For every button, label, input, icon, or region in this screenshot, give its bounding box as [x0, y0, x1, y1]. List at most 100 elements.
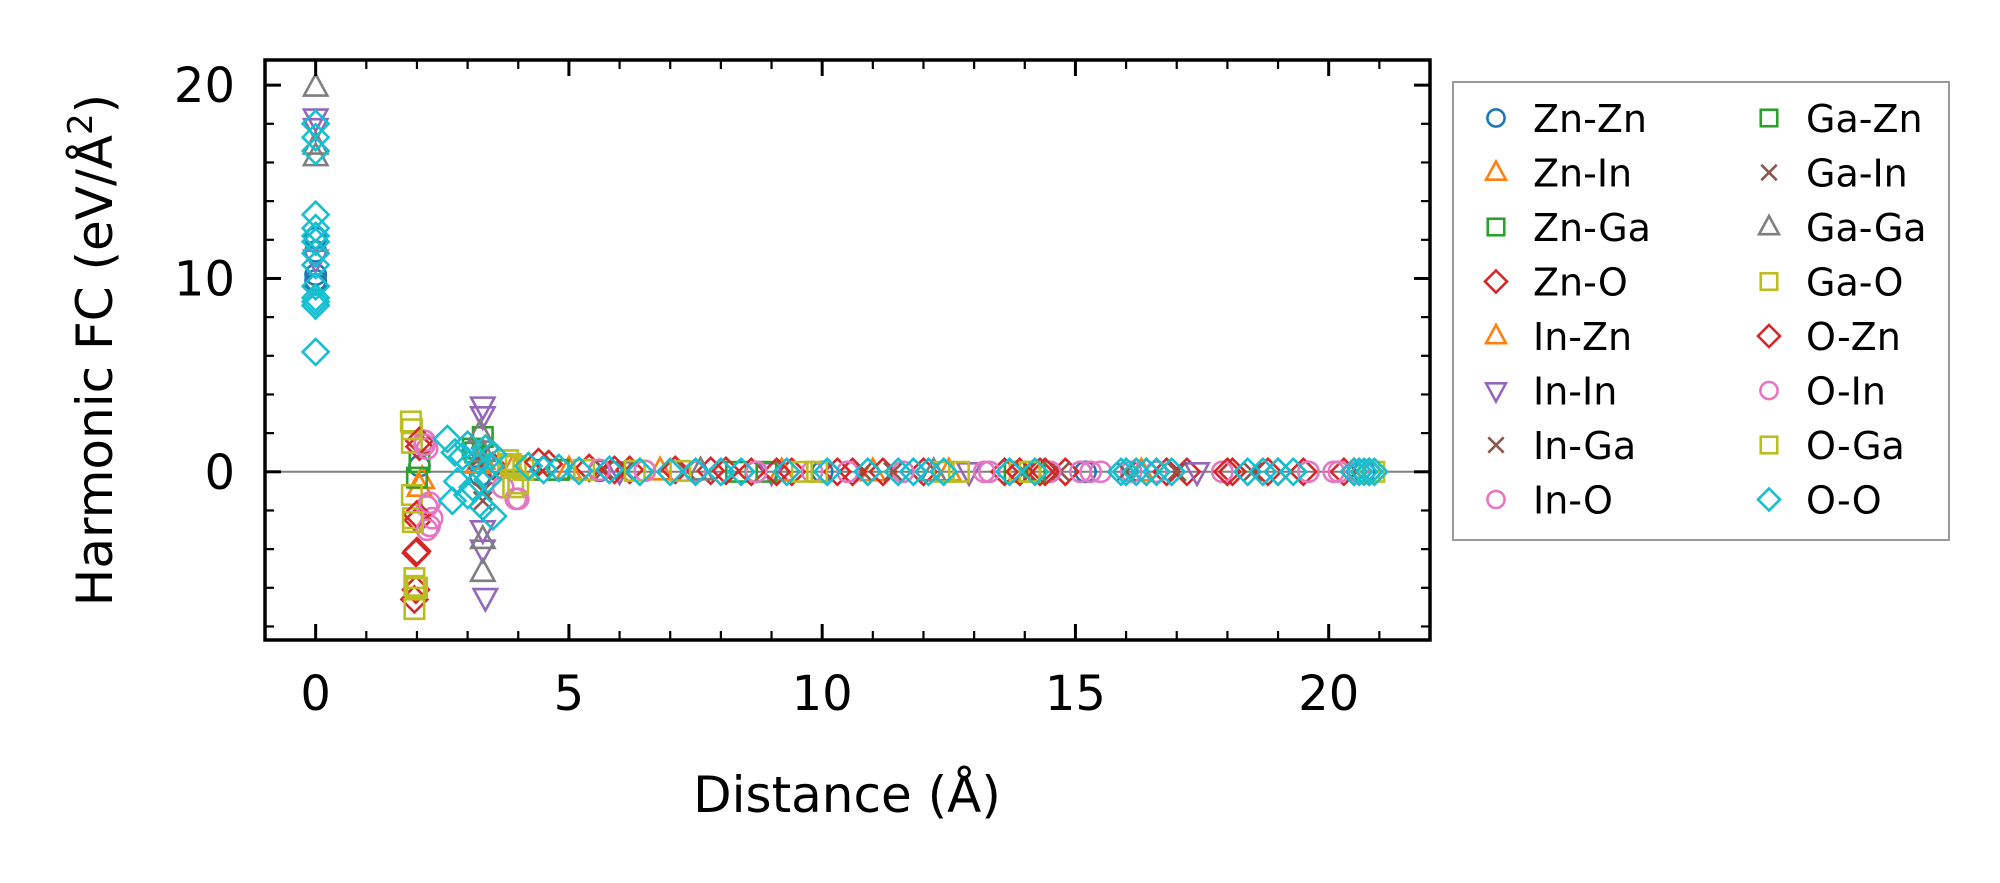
x-tick-label: 5	[554, 666, 585, 722]
y-axis-label: Harmonic FC (eV/Å2)	[61, 94, 124, 606]
legend-marker	[1759, 380, 1779, 401]
legend-entry: O-Zn	[1756, 315, 1901, 359]
legend-entry: Zn-O	[1483, 261, 1628, 305]
data-point	[680, 456, 711, 487]
data-point	[415, 518, 439, 542]
legend-marker	[1759, 435, 1779, 455]
data-point	[504, 454, 527, 478]
legend-marker	[1483, 268, 1509, 295]
legend-entry: In-In	[1483, 370, 1617, 414]
data-point	[301, 71, 330, 97]
legend-label: O-In	[1806, 370, 1886, 414]
data-point	[806, 460, 829, 483]
data-point	[1232, 456, 1263, 487]
legend-entry: Ga-Zn	[1759, 97, 1923, 141]
x-tick-label: 10	[792, 666, 853, 722]
data-point	[1327, 460, 1351, 484]
legend-label: Ga-O	[1806, 261, 1903, 305]
data-point	[300, 271, 331, 302]
legend-entry: Zn-In	[1483, 152, 1632, 196]
data-point	[404, 431, 435, 462]
data-point	[564, 455, 594, 486]
data-point	[594, 455, 625, 485]
series-o-in	[413, 433, 1351, 542]
data-point	[771, 456, 802, 487]
data-point	[660, 455, 691, 485]
legend-entry: Zn-Zn	[1486, 97, 1647, 141]
data-point	[413, 433, 436, 457]
series-o-o	[300, 108, 1390, 532]
y-tick-label: 10	[174, 251, 235, 307]
legend-label: Ga-Ga	[1806, 206, 1927, 250]
legend-entries: Zn-Zn Zn-In Zn-Ga Zn-O In-Zn In-In In-Ga In-O Ga…	[1483, 97, 1927, 523]
legend-marker	[1483, 322, 1509, 345]
y-axis-label-base: Harmonic FC (eV/Å	[66, 135, 124, 606]
legend-label: O-Ga	[1806, 424, 1905, 468]
data-point	[1359, 456, 1390, 487]
legend-label: Zn-Ga	[1533, 206, 1651, 250]
data-point	[400, 418, 423, 441]
data-point	[468, 539, 497, 565]
data-point	[1025, 456, 1055, 487]
data-point	[812, 456, 843, 487]
data-point	[761, 456, 792, 487]
data-point	[506, 487, 530, 511]
legend-marker	[1486, 108, 1506, 128]
data-point	[300, 221, 331, 251]
legend-entry: In-Ga	[1487, 424, 1636, 468]
data-point	[1210, 460, 1234, 484]
legend-label: O-Zn	[1806, 315, 1901, 359]
legend-marker	[1756, 213, 1782, 236]
data-point	[300, 337, 331, 367]
data-point	[1020, 456, 1050, 487]
legend-label: In-In	[1533, 370, 1617, 414]
data-point	[913, 456, 944, 487]
data-point	[898, 456, 929, 487]
data-point	[457, 472, 488, 503]
data-point	[655, 456, 686, 487]
legend-marker	[1759, 271, 1779, 292]
legend-marker	[1486, 217, 1506, 237]
data-point	[300, 286, 331, 317]
data-point	[822, 456, 853, 487]
data-point	[300, 250, 331, 280]
data-point	[928, 456, 959, 487]
data-point	[684, 460, 707, 484]
data-markers	[300, 71, 1390, 621]
legend-entry: Zn-Ga	[1486, 206, 1651, 250]
legend-label: Zn-Zn	[1533, 97, 1647, 141]
data-point	[706, 456, 736, 487]
legend-marker	[1756, 486, 1782, 513]
data-point	[1079, 460, 1103, 484]
data-point	[1111, 456, 1141, 487]
data-point	[1166, 461, 1187, 482]
y-axis-label-superscript: 2	[61, 113, 101, 135]
legend-label: In-Ga	[1533, 424, 1636, 468]
tick-labels: 0 5 10 15 20 0 10 20	[174, 58, 1359, 722]
data-point	[1344, 456, 1374, 487]
data-point	[947, 460, 970, 483]
data-point	[300, 136, 331, 166]
data-point	[908, 456, 939, 487]
data-point	[478, 439, 508, 470]
legend-marker	[1486, 489, 1506, 510]
data-point	[852, 456, 883, 487]
data-point	[401, 511, 424, 534]
legend-marker	[1487, 436, 1505, 454]
data-point	[528, 455, 559, 485]
legend-entry: Ga-Ga	[1756, 206, 1927, 250]
data-point	[726, 456, 756, 487]
data-point	[594, 459, 615, 480]
x-tick-label: 0	[300, 666, 331, 722]
data-point	[1131, 456, 1162, 487]
legend-entry: Ga-In	[1760, 152, 1908, 196]
axis-ticks	[263, 60, 1432, 640]
data-point	[300, 226, 331, 257]
data-point	[543, 453, 574, 483]
data-point	[1253, 456, 1283, 487]
data-point	[400, 431, 423, 454]
legend-marker	[1760, 163, 1778, 182]
legend-label: In-Zn	[1533, 315, 1632, 359]
data-point	[1156, 456, 1187, 487]
